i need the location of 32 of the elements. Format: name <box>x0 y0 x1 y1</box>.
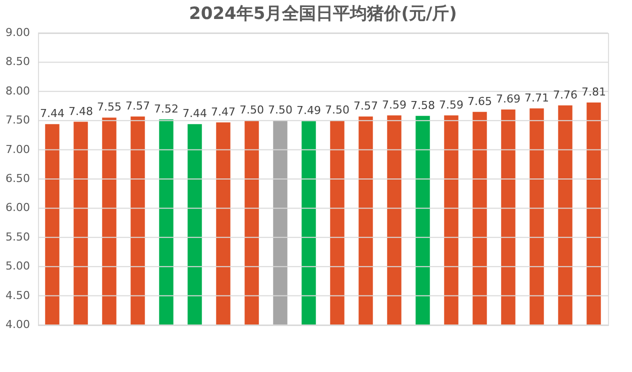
data-label: 7.65 <box>468 94 492 108</box>
data-label: 7.59 <box>439 98 464 112</box>
data-label: 7.50 <box>268 104 292 117</box>
data-label: 7.52 <box>154 102 178 116</box>
data-label: 7.50 <box>325 104 350 117</box>
y-tick-label: 4.50 <box>6 288 30 302</box>
chart-title: 2024年5月全国日平均猪价(元/斤) <box>189 4 457 24</box>
y-tick-label: 6.00 <box>6 201 30 214</box>
data-label: 7.55 <box>97 100 122 114</box>
data-label: 7.69 <box>496 92 520 106</box>
y-tick-label: 5.50 <box>6 230 30 244</box>
y-tick-label: 6.50 <box>6 172 30 185</box>
data-label: 7.58 <box>410 98 435 112</box>
data-label: 7.59 <box>382 98 406 112</box>
data-label: 7.50 <box>240 104 264 117</box>
y-tick-label: 8.00 <box>6 84 30 98</box>
y-tick-label: 8.50 <box>6 55 30 68</box>
y-tick-label: 9.00 <box>6 26 30 39</box>
data-label: 7.49 <box>296 104 321 118</box>
y-tick-label: 4.00 <box>6 318 30 331</box>
y-tick-label: 7.00 <box>6 142 30 156</box>
data-label: 7.57 <box>354 100 378 113</box>
data-label: 7.48 <box>68 104 93 118</box>
data-label: 7.47 <box>211 105 236 118</box>
data-label: 7.76 <box>553 88 578 102</box>
y-tick-label: 5.00 <box>6 260 30 273</box>
data-label: 7.44 <box>182 107 207 120</box>
data-label: 7.71 <box>524 91 549 104</box>
data-label: 7.57 <box>126 100 150 113</box>
y-tick-label: 7.50 <box>6 114 30 127</box>
data-label: 7.81 <box>582 85 606 98</box>
data-label: 7.44 <box>40 107 64 120</box>
